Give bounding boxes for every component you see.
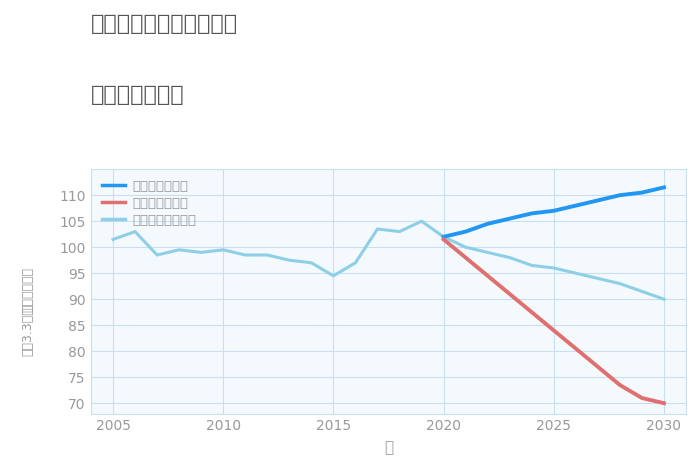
Text: 土地の価格推移: 土地の価格推移 xyxy=(91,85,185,105)
Text: 単価（万円）: 単価（万円） xyxy=(22,266,34,312)
Text: 坪（3.3㎡）: 坪（3.3㎡） xyxy=(22,306,34,356)
Text: 埼玉県戸田市笹目南町の: 埼玉県戸田市笹目南町の xyxy=(91,14,238,34)
Legend: グッドシナリオ, バッドシナリオ, ノーマルシナリオ: グッドシナリオ, バッドシナリオ, ノーマルシナリオ xyxy=(97,176,200,231)
X-axis label: 年: 年 xyxy=(384,440,393,455)
